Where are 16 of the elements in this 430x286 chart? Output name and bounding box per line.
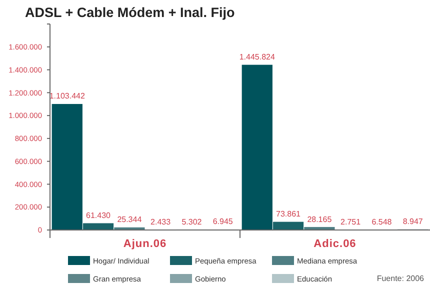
data-label: 6.945 xyxy=(212,217,234,226)
chart-title: ADSL + Cable Módem + Inal. Fijo xyxy=(25,5,235,20)
data-label: 25.344 xyxy=(117,215,142,224)
data-label: 61.430 xyxy=(86,210,112,220)
x-tick-label: Ajun.06 xyxy=(123,238,167,250)
data-label: 73.861 xyxy=(276,210,302,219)
data-label: 2.433 xyxy=(150,218,172,227)
source-note: Fuente: 2006 xyxy=(376,274,425,283)
data-label: 1.103.442 xyxy=(49,92,86,101)
data-label: 8.947 xyxy=(402,216,424,226)
data-label: 28.165 xyxy=(307,214,332,224)
data-label: 2.751 xyxy=(340,218,362,227)
data-label: 5.302 xyxy=(182,217,202,226)
data-label: 6.548 xyxy=(372,217,392,226)
x-tick-label: Adic.06 xyxy=(314,238,356,250)
data-label: 1.445.824 xyxy=(239,52,276,62)
